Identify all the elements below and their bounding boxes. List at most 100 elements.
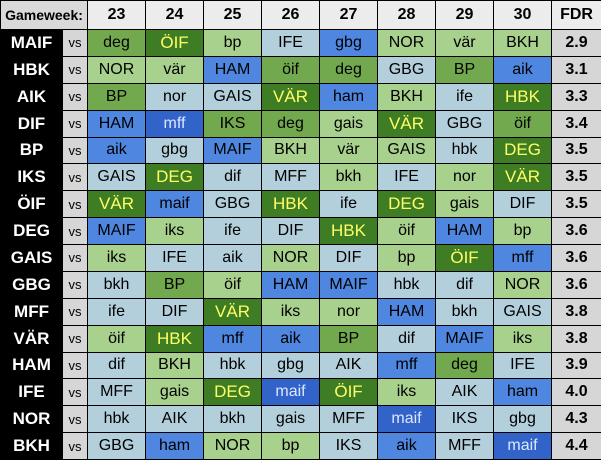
fixture-cell: gais [145,378,205,407]
vs-label: vs [61,297,89,326]
fixture-cell: aik [493,55,553,84]
fixture-cell: hbk [203,351,263,380]
fixture-cell: GAIS [377,136,437,165]
fixture-cell: öif [493,109,553,138]
gameweek-header: 29 [435,0,495,30]
fixture-cell: ife [319,190,379,219]
fdr-value: 3.9 [551,351,601,380]
fdr-value: 3.8 [551,297,601,326]
table-row: ÖIF vs VÄR maif GBG HBK ife DEG gais DIF 3.5 [0,190,601,219]
fixture-cell: öif [261,55,321,84]
fixture-cell: maif [145,190,205,219]
fixture-cell: iks [493,324,553,353]
team-name: HAM [0,351,63,380]
fixture-cell: DIF [493,190,553,219]
vs-label: vs [61,163,89,192]
fixture-cell: aik [377,432,437,460]
fixture-cell: GAIS [87,163,147,192]
table-row: DEG vs MAIF iks ife DIF HBK öif HAM bp 3.6 [0,217,601,245]
vs-label: vs [61,378,89,407]
fixture-cell: bkh [319,163,379,192]
fixture-cell: bp [377,244,437,272]
fixture-cell: MFF [261,163,321,192]
fixture-cell: BP [145,270,205,299]
fixture-cell: hbk [377,270,437,299]
gameweek-header: 23 [87,0,147,30]
fixture-cell: GBG [435,109,495,138]
fixture-cell: aik [203,244,263,272]
fixture-cell: MFF [319,405,379,434]
vs-label: vs [61,109,89,138]
team-name: IFE [0,378,63,407]
fdr-value: 3.1 [551,55,601,84]
fixture-cell: maif [377,405,437,434]
fixture-cell: iks [87,244,147,272]
team-name: VÄR [0,324,63,353]
table-row: AIK vs BP nor GAIS VÄR ham BKH ife HBK 3.3 [0,82,601,111]
fixture-cell: bkh [203,405,263,434]
fixture-cell: GBG [203,190,263,219]
fixture-cell: HAM [87,109,147,138]
fixture-cell: GAIS [493,297,553,326]
fixture-cell: dif [377,324,437,353]
team-name: HBK [0,55,63,84]
team-name: AIK [0,82,63,111]
fdr-value: 3.6 [551,217,601,245]
fixture-cell: NOR [377,29,437,57]
fixture-cell: HAM [261,270,321,299]
fixture-cell: ife [87,297,147,326]
fixture-cell: DEG [145,163,205,192]
fixture-cell: mff [377,351,437,380]
fixture-cell: BKH [377,82,437,111]
fixture-cell: BKH [145,351,205,380]
fixture-cell: ife [203,217,263,245]
fixture-cell: deg [319,55,379,84]
gameweek-label: Gameweek: [0,0,89,30]
fixture-cell: mff [145,109,205,138]
fixture-cell: vär [435,29,495,57]
fixture-cell: GBG [87,432,147,460]
vs-label: vs [61,351,89,380]
fixture-cell: öif [203,270,263,299]
fixture-cell: IKS [435,405,495,434]
fixture-cell: hbk [87,405,147,434]
fixture-cell: NOR [87,55,147,84]
fixture-cell: MAIF [435,324,495,353]
fixture-cell: gais [435,190,495,219]
vs-label: vs [61,432,89,460]
fixture-cell: NOR [261,244,321,272]
fixture-cell: HAM [435,217,495,245]
vs-label: vs [61,29,89,57]
table-row: MFF vs ife DIF VÄR iks nor HAM bkh GAIS 3.8 [0,297,601,326]
fdr-value: 3.8 [551,324,601,353]
fixture-cell: BKH [261,136,321,165]
fixture-cell: deg [87,29,147,57]
fixture-cell: HAM [203,55,263,84]
fixture-cell: öif [87,324,147,353]
table-row: BKH vs GBG ham NOR bp IKS aik MFF maif 4.4 [0,432,601,460]
fixture-cell: iks [145,217,205,245]
fixture-cell: gbg [261,351,321,380]
team-name: GBG [0,270,63,299]
fixture-cell: DIF [319,244,379,272]
fixture-cell: HAM [377,297,437,326]
table-row: MAIF vs deg ÖIF bp IFE gbg NOR vär BKH 2.9 [0,29,601,57]
fixture-cell: AIK [145,405,205,434]
gameweek-header: 27 [319,0,379,30]
header-row: Gameweek: 23 24 25 26 27 28 29 30 FDR [0,0,601,30]
fixture-cell: GAIS [203,82,263,111]
fixture-cell: AIK [435,378,495,407]
fixture-cell: MAIF [319,270,379,299]
fixture-cell: ÖIF [145,29,205,57]
fixture-cell: HBK [145,324,205,353]
team-name: NOR [0,405,63,434]
fixture-cell: VÄR [261,82,321,111]
fixture-cell: gbg [319,29,379,57]
fixture-cell: HBK [319,217,379,245]
fixture-cell: IFE [493,351,553,380]
table-body: MAIF vs deg ÖIF bp IFE gbg NOR vär BKH 2.9 HBK vs NOR… [0,29,601,460]
fixture-cell: dif [435,270,495,299]
fixture-cell: MAIF [87,217,147,245]
fixture-cell: ham [493,378,553,407]
